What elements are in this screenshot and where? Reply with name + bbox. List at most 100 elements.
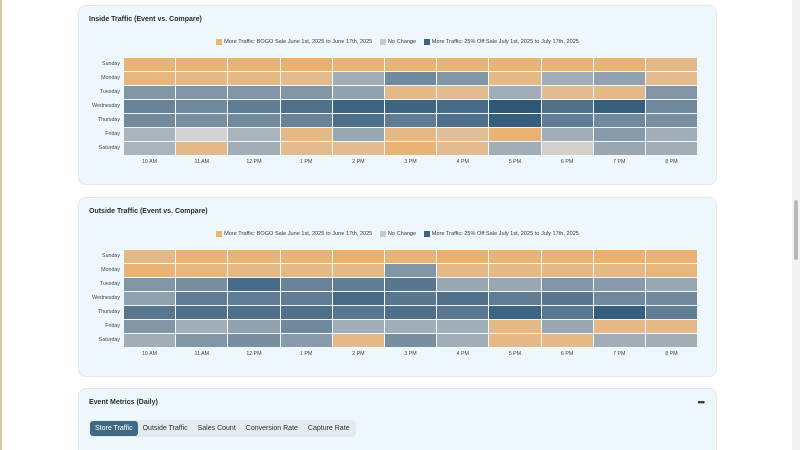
heatmap-cell[interactable] xyxy=(489,264,541,277)
heatmap-cell[interactable] xyxy=(280,100,332,113)
tab-conversion-rate[interactable]: Conversion Rate xyxy=(245,425,298,432)
heatmap-cell[interactable] xyxy=(541,292,593,305)
heatmap-cell[interactable] xyxy=(332,264,384,277)
heatmap-cell[interactable] xyxy=(541,264,593,277)
heatmap-cell[interactable] xyxy=(384,334,437,347)
heatmap-cell[interactable] xyxy=(280,250,332,263)
heatmap-cell[interactable] xyxy=(228,320,280,333)
heatmap-cell[interactable] xyxy=(384,264,437,277)
heatmap-cell[interactable] xyxy=(593,278,645,291)
heatmap-cell[interactable] xyxy=(593,100,645,113)
heatmap-cell[interactable] xyxy=(280,320,332,333)
heatmap-cell[interactable] xyxy=(280,58,332,71)
heatmap-cell[interactable] xyxy=(593,72,645,85)
heatmap-cell[interactable] xyxy=(176,142,228,155)
heatmap-cell[interactable] xyxy=(437,278,489,291)
heatmap-cell[interactable] xyxy=(645,250,698,263)
legend-item-25off[interactable]: More Traffic: 25% Off Sale July 1st, 202… xyxy=(423,39,579,45)
heatmap-cell[interactable] xyxy=(645,320,698,333)
heatmap-cell[interactable] xyxy=(332,58,384,71)
heatmap-cell[interactable] xyxy=(489,128,541,141)
scrollbar-thumb[interactable] xyxy=(794,200,798,260)
heatmap-cell[interactable] xyxy=(124,320,176,333)
heatmap-cell[interactable] xyxy=(489,292,541,305)
heatmap-cell[interactable] xyxy=(489,306,541,319)
heatmap-cell[interactable] xyxy=(280,114,332,127)
heatmap-cell[interactable] xyxy=(593,306,645,319)
heatmap-cell[interactable] xyxy=(437,264,489,277)
heatmap-cell[interactable] xyxy=(124,100,176,113)
heatmap-cell[interactable] xyxy=(124,114,176,127)
heatmap-cell[interactable] xyxy=(332,100,384,113)
heatmap-cell[interactable] xyxy=(384,142,437,155)
heatmap-cell[interactable] xyxy=(645,264,698,277)
heatmap-cell[interactable] xyxy=(593,264,645,277)
heatmap-cell[interactable] xyxy=(280,128,332,141)
heatmap-cell[interactable] xyxy=(593,128,645,141)
heatmap-cell[interactable] xyxy=(332,86,384,99)
heatmap-cell[interactable] xyxy=(645,114,698,127)
heatmap-cell[interactable] xyxy=(384,278,437,291)
heatmap-cell[interactable] xyxy=(176,58,228,71)
heatmap-cell[interactable] xyxy=(437,292,489,305)
heatmap-cell[interactable] xyxy=(645,100,698,113)
heatmap-cell[interactable] xyxy=(489,72,541,85)
heatmap-cell[interactable] xyxy=(176,86,228,99)
heatmap-cell[interactable] xyxy=(384,306,437,319)
heatmap-cell[interactable] xyxy=(489,142,541,155)
heatmap-cell[interactable] xyxy=(541,128,593,141)
page-scrollbar[interactable] xyxy=(792,0,800,450)
heatmap-cell[interactable] xyxy=(489,250,541,263)
heatmap-cell[interactable] xyxy=(280,278,332,291)
heatmap-cell[interactable] xyxy=(124,86,176,99)
heatmap-cell[interactable] xyxy=(384,114,437,127)
heatmap-cell[interactable] xyxy=(645,306,698,319)
heatmap-cell[interactable] xyxy=(489,86,541,99)
heatmap-cell[interactable] xyxy=(384,292,437,305)
heatmap-cell[interactable] xyxy=(384,250,437,263)
heatmap-cell[interactable] xyxy=(176,100,228,113)
heatmap-cell[interactable] xyxy=(437,334,489,347)
heatmap-cell[interactable] xyxy=(124,250,176,263)
heatmap-cell[interactable] xyxy=(176,250,228,263)
heatmap-cell[interactable] xyxy=(228,250,280,263)
heatmap-cell[interactable] xyxy=(437,72,489,85)
heatmap-cell[interactable] xyxy=(541,114,593,127)
tab-capture-rate[interactable]: Capture Rate xyxy=(307,425,350,432)
heatmap-cell[interactable] xyxy=(645,72,698,85)
heatmap-cell[interactable] xyxy=(437,58,489,71)
heatmap-cell[interactable] xyxy=(593,142,645,155)
heatmap-cell[interactable] xyxy=(332,142,384,155)
heatmap-cell[interactable] xyxy=(593,86,645,99)
heatmap-cell[interactable] xyxy=(489,320,541,333)
heatmap-cell[interactable] xyxy=(645,128,698,141)
heatmap-cell[interactable] xyxy=(384,58,437,71)
heatmap-cell[interactable] xyxy=(437,306,489,319)
heatmap-cell[interactable] xyxy=(176,278,228,291)
heatmap-cell[interactable] xyxy=(228,334,280,347)
heatmap-cell[interactable] xyxy=(332,334,384,347)
heatmap-cell[interactable] xyxy=(332,278,384,291)
heatmap-cell[interactable] xyxy=(280,306,332,319)
heatmap-cell[interactable] xyxy=(332,114,384,127)
heatmap-cell[interactable] xyxy=(489,334,541,347)
legend-item-bogo[interactable]: More Traffic: BOGO Sale June 1st, 2025 t… xyxy=(216,39,372,45)
heatmap-cell[interactable] xyxy=(645,292,698,305)
heatmap-cell[interactable] xyxy=(593,114,645,127)
heatmap-cell[interactable] xyxy=(124,306,176,319)
heatmap-cell[interactable] xyxy=(176,114,228,127)
heatmap-cell[interactable] xyxy=(541,86,593,99)
heatmap-cell[interactable] xyxy=(437,114,489,127)
heatmap-cell[interactable] xyxy=(280,86,332,99)
heatmap-cell[interactable] xyxy=(437,250,489,263)
heatmap-cell[interactable] xyxy=(384,86,437,99)
heatmap-cell[interactable] xyxy=(489,114,541,127)
heatmap-cell[interactable] xyxy=(541,72,593,85)
heatmap-cell[interactable] xyxy=(541,100,593,113)
legend-item-25off[interactable]: More Traffic: 25% Off Sale July 1st, 202… xyxy=(423,231,579,237)
heatmap-cell[interactable] xyxy=(593,58,645,71)
heatmap-cell[interactable] xyxy=(124,264,176,277)
legend-item-no-change[interactable]: No Change xyxy=(379,39,416,45)
heatmap-cell[interactable] xyxy=(124,58,176,71)
more-horizontal-icon[interactable]: ••• xyxy=(697,397,706,407)
